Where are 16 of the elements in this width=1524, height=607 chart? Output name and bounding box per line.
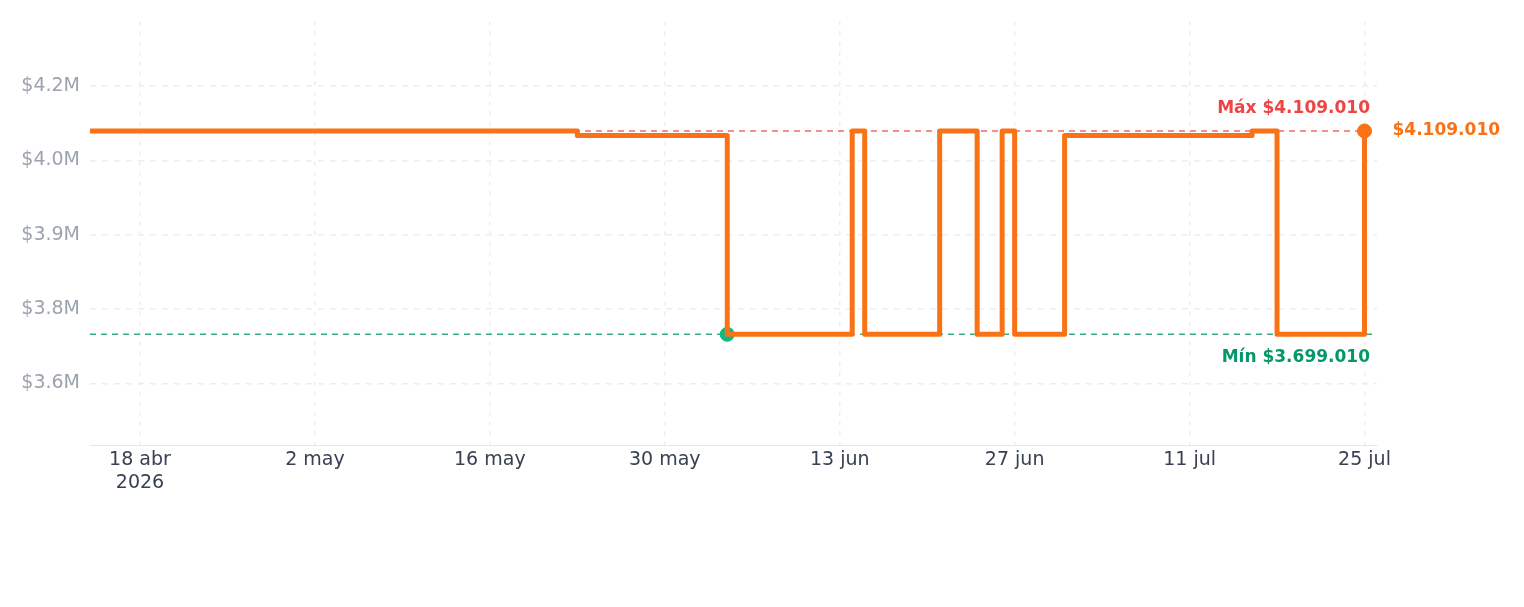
x-tick-label: 11 jul bbox=[1163, 446, 1216, 469]
y-tick-label: $3.9M bbox=[21, 221, 80, 244]
x-tick-label: 13 jun bbox=[809, 446, 870, 469]
x-tick-label: 30 may bbox=[628, 446, 701, 469]
ref-line-label: Máx $4.109.010 bbox=[1217, 96, 1371, 117]
y-tick-label: $3.8M bbox=[21, 295, 80, 318]
ref-line-label: Mín $3.699.010 bbox=[1221, 346, 1371, 367]
x-tick-label: 27 jun bbox=[984, 446, 1045, 469]
x-tick-label: 18 abr 2026 bbox=[109, 446, 172, 492]
x-tick-label: 16 may bbox=[454, 446, 526, 469]
y-tick-label: $4.0M bbox=[21, 147, 80, 170]
annotation: $4.109.010 bbox=[1392, 119, 1501, 140]
x-tick-label: 2 may bbox=[285, 446, 345, 469]
x-tick-label: 25 jul bbox=[1338, 446, 1391, 469]
y-tick-label: $4.2M bbox=[21, 72, 80, 95]
y-tick-label: $3.6M bbox=[21, 370, 80, 393]
